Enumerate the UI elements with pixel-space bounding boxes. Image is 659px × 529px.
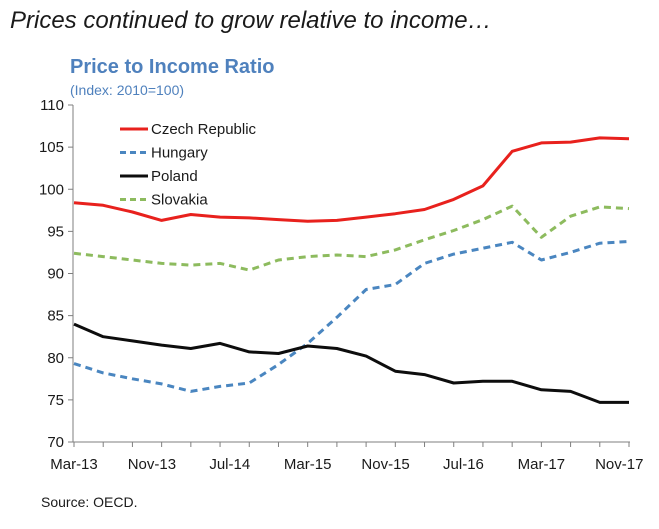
legend-label-slovakia: Slovakia — [151, 192, 208, 209]
chart-title: Price to Income Ratio — [70, 56, 275, 78]
x-tick-label: Jul-16 — [443, 456, 484, 473]
y-tick-label: 90 — [47, 266, 64, 283]
y-tick-label: 85 — [47, 308, 64, 325]
y-tick-label: 75 — [47, 392, 64, 409]
series-line-czech-republic — [73, 136, 630, 223]
source-note: Source: OECD. — [41, 494, 138, 510]
x-tick-label: Mar-13 — [50, 456, 98, 473]
legend-label-poland: Poland — [151, 168, 198, 185]
legend-label-hungary: Hungary — [151, 145, 208, 162]
x-tick-label: Nov-13 — [128, 456, 176, 473]
chart-series — [73, 136, 630, 404]
series-line-hungary — [73, 240, 630, 393]
y-tick-label: 95 — [47, 223, 64, 240]
headline: Prices continued to grow relative to inc… — [10, 7, 492, 34]
legend-label-czech-republic: Czech Republic — [151, 121, 257, 138]
series-line-poland — [73, 322, 629, 404]
x-tick-label: Nov-15 — [361, 456, 409, 473]
x-tick-label: Mar-15 — [284, 456, 332, 473]
x-tick-label: Mar-17 — [518, 456, 566, 473]
y-tick-label: 70 — [47, 434, 64, 451]
chart-legend: Czech Republic Hungary Poland Slovakia — [120, 121, 257, 209]
chart-axes: 70 75 80 85 90 95 100 105 110 Mar-13 Nov-13 Jul-14 M… — [39, 97, 643, 473]
x-tick-label: Jul-14 — [209, 456, 250, 473]
chart-subtitle: (Index: 2010=100) — [70, 82, 185, 98]
y-tick-label: 100 — [39, 181, 64, 198]
x-tick-label: Nov-17 — [595, 456, 643, 473]
y-tick-label: 80 — [47, 350, 64, 367]
series-line-slovakia — [73, 204, 630, 272]
y-tick-label: 110 — [40, 97, 64, 114]
y-tick-label: 105 — [39, 139, 64, 156]
